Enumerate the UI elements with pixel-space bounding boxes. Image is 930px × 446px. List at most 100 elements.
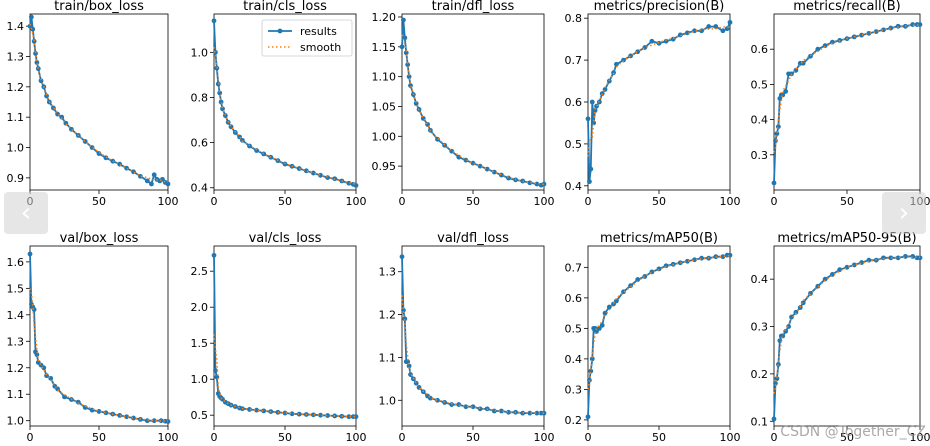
x-tick-label: 50 [278, 431, 292, 444]
x-tick-label: 100 [910, 431, 930, 444]
results-data-point [771, 416, 777, 422]
results-data-point [346, 414, 352, 420]
results-data-point [506, 175, 511, 181]
results-data-point [124, 165, 129, 171]
results-data-point [44, 93, 49, 99]
y-tick-label: 1.0 [7, 142, 25, 155]
results-data-point [614, 61, 619, 67]
y-tick-label: 1.2 [379, 309, 397, 322]
results-data-point [663, 38, 669, 44]
results-data-point [151, 172, 157, 178]
x-tick-label: 100 [158, 431, 179, 444]
results-data-point [837, 267, 843, 273]
axes-frame [29, 245, 169, 427]
smooth-series-line [587, 254, 731, 390]
y-tick-label: 0.5 [191, 409, 209, 422]
watermark-text: CSDN @Together_CZ [780, 424, 926, 440]
smooth-series-line [401, 295, 544, 414]
y-tick-label: 1.1 [379, 351, 397, 364]
y-tick-label: 0.7 [565, 54, 583, 67]
results-data-point [917, 22, 923, 27]
x-tick-label: 50 [840, 195, 854, 208]
chart-title: val/cls_loss [249, 231, 322, 246]
y-tick-label: 0.3 [751, 149, 769, 162]
results-data-point [346, 180, 352, 186]
y-tick-label: 1.3 [7, 335, 25, 348]
results-data-point [27, 23, 33, 29]
results-data-point [774, 131, 780, 137]
results-data-point [706, 24, 712, 29]
results-data-point [881, 255, 886, 261]
results-data-point [585, 116, 591, 122]
x-tick-label: 50 [92, 431, 106, 444]
axes-frame [587, 245, 731, 427]
x-tick-label: 100 [534, 195, 555, 208]
chart-panel: metrics/mAP50(B) 0 50 100 0.2 0.3 0.4 0.5 0.6 0.7 [565, 231, 741, 444]
chart-title: metrics/recall(B) [793, 0, 900, 14]
results-data-point [289, 411, 295, 417]
y-tick-label: 1.05 [372, 100, 397, 113]
results-data-point [793, 309, 799, 315]
y-tick-label: 1.5 [191, 337, 209, 350]
chart-panel: val/dfl_loss 0 50 100 1.0 1.1 1.2 1.3 [379, 231, 555, 444]
results-data-point [31, 38, 37, 44]
results-data-point [165, 181, 171, 187]
smooth-series-line [773, 256, 921, 394]
y-tick-label: 0.6 [565, 292, 583, 305]
next-image-button[interactable]: › [882, 192, 926, 234]
smooth-series-line [213, 46, 357, 186]
y-tick-label: 0.8 [565, 12, 583, 25]
results-data-point [903, 254, 908, 259]
results-data-point [534, 410, 540, 416]
y-tick-label: 0.4 [191, 182, 209, 195]
results-data-point [771, 180, 777, 186]
results-data-point [588, 368, 594, 374]
results-data-point [599, 91, 605, 97]
y-tick-label: 0.4 [565, 353, 583, 366]
x-tick-label: 100 [158, 195, 179, 208]
results-data-point [602, 310, 608, 316]
results-data-point [44, 373, 49, 379]
chart-title: val/dfl_loss [437, 231, 509, 246]
chart-title: train/cls_loss [243, 0, 327, 14]
results-data-point [606, 304, 612, 310]
results-data-point [881, 27, 886, 33]
results-data-point [873, 29, 879, 34]
results-data-point [165, 419, 171, 424]
results-data-point [815, 46, 821, 52]
results-data-point [33, 51, 38, 56]
results-data-point [75, 399, 81, 405]
results-data-point [325, 413, 330, 418]
results-data-point [282, 410, 288, 416]
y-tick-label: 0.2 [565, 414, 583, 427]
results-data-point [463, 157, 469, 163]
results-data-point [254, 148, 259, 153]
results-data-point [859, 32, 864, 38]
chart-panel: train/cls_loss 0 50 100 0.4 0.6 0.8 1.0 results s… [191, 0, 367, 208]
results-data-point [406, 74, 412, 80]
results-data-point [405, 62, 411, 68]
results-data-point [82, 405, 88, 410]
results-data-point [311, 170, 316, 176]
y-tick-label: 1.0 [191, 373, 209, 386]
results-series-line [587, 22, 731, 182]
results-series-line [29, 253, 169, 423]
results-data-point [589, 356, 595, 362]
x-tick-label: 0 [771, 195, 778, 208]
results-data-point [587, 179, 592, 185]
axes-frame [401, 245, 545, 427]
results-data-point [541, 410, 547, 416]
results-data-point [425, 121, 430, 127]
previous-image-button[interactable]: ‹ [4, 192, 48, 234]
results-data-point [261, 408, 267, 414]
smooth-series-line [773, 23, 921, 153]
x-tick-label: 50 [278, 195, 292, 208]
results-data-point [589, 99, 595, 105]
results-data-point [353, 183, 359, 188]
results-data-point [144, 178, 150, 184]
x-tick-label: 50 [652, 431, 666, 444]
results-data-point [773, 380, 778, 386]
results-data-point [727, 19, 733, 25]
smooth-series-line [29, 23, 169, 183]
x-tick-label: 50 [840, 431, 854, 444]
